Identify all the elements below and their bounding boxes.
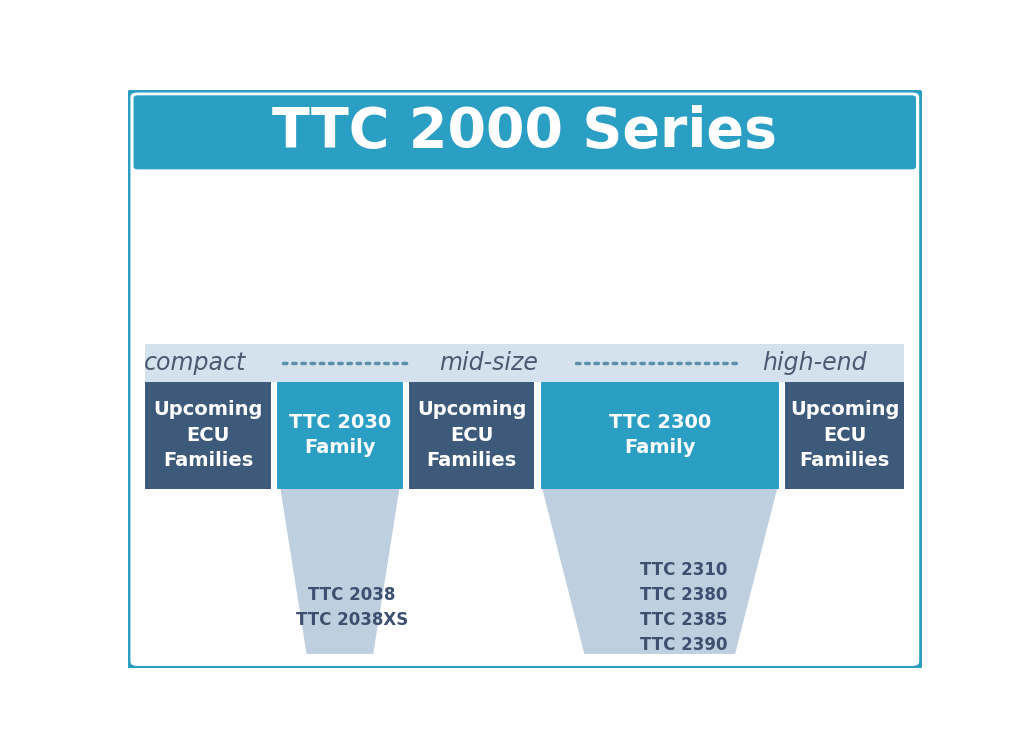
- Polygon shape: [281, 489, 399, 654]
- Text: high-end: high-end: [762, 351, 866, 375]
- Text: Upcoming
ECU
Families: Upcoming ECU Families: [790, 400, 899, 470]
- FancyBboxPatch shape: [133, 95, 916, 169]
- FancyBboxPatch shape: [128, 90, 922, 668]
- FancyBboxPatch shape: [145, 344, 904, 382]
- Text: TTC 2030
Family: TTC 2030 Family: [289, 413, 391, 457]
- Text: TTC 2038
TTC 2038XS: TTC 2038 TTC 2038XS: [296, 586, 408, 629]
- Polygon shape: [543, 489, 777, 654]
- Text: Upcoming
ECU
Families: Upcoming ECU Families: [154, 400, 263, 470]
- FancyBboxPatch shape: [278, 382, 402, 489]
- Text: TTC 2300
Family: TTC 2300 Family: [608, 413, 711, 457]
- Text: TTC 2310
TTC 2380
TTC 2385
TTC 2390: TTC 2310 TTC 2380 TTC 2385 TTC 2390: [640, 561, 727, 654]
- Text: compact: compact: [144, 351, 247, 375]
- Text: mid-size: mid-size: [439, 351, 539, 375]
- FancyBboxPatch shape: [409, 382, 535, 489]
- FancyBboxPatch shape: [145, 382, 270, 489]
- Text: Upcoming
ECU
Families: Upcoming ECU Families: [417, 400, 526, 470]
- FancyBboxPatch shape: [541, 382, 779, 489]
- Text: TTC 2000 Series: TTC 2000 Series: [272, 105, 777, 159]
- FancyBboxPatch shape: [785, 382, 904, 489]
